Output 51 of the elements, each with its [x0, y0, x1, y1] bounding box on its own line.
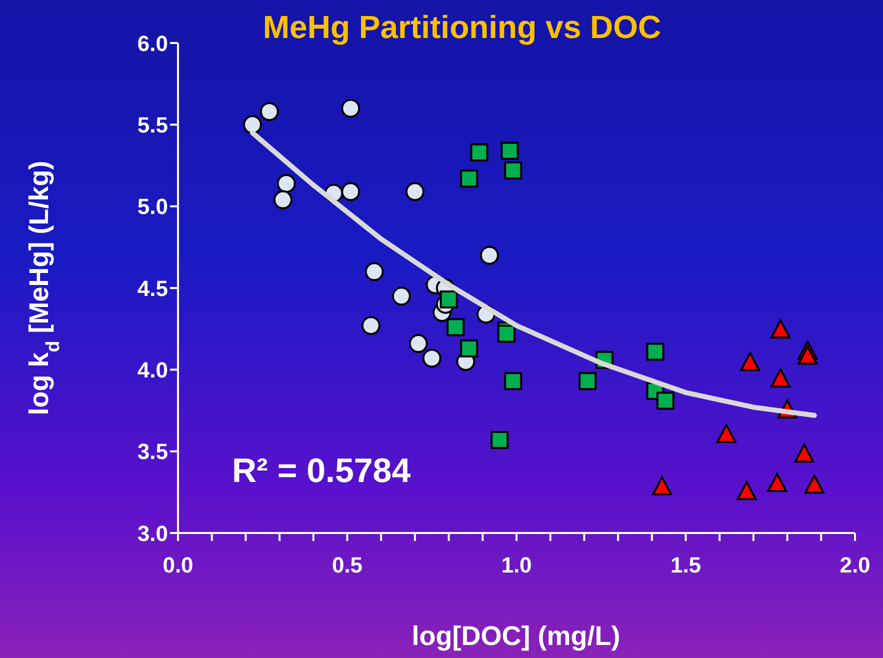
point [276, 174, 296, 193]
point [364, 262, 384, 282]
x-tick-label: 2.0 [840, 552, 870, 578]
point [341, 98, 360, 118]
point [767, 473, 788, 492]
point [408, 334, 428, 354]
point [422, 348, 442, 368]
point [460, 170, 478, 188]
point [716, 424, 736, 443]
y-tick-label: 5.0 [137, 194, 168, 220]
point [740, 352, 760, 372]
point [770, 368, 791, 388]
point [260, 102, 279, 122]
point [652, 476, 672, 496]
x-axis-title: log[DOC] (mg/L) [412, 621, 620, 651]
y-tick-label: 3.0 [137, 520, 168, 546]
point [736, 481, 757, 500]
x-tick-label: 1.0 [501, 552, 532, 578]
point [804, 474, 824, 494]
y-tick-label: 5.5 [137, 112, 168, 138]
point [504, 372, 522, 390]
point [794, 444, 814, 463]
point [480, 246, 499, 265]
x-tick-label: 0.5 [332, 552, 363, 578]
point [770, 319, 791, 338]
x-tick-label: 1.5 [670, 552, 702, 578]
point [405, 182, 424, 202]
point [656, 392, 674, 410]
y-tick-label: 3.5 [137, 439, 168, 464]
y-tick-label: 4.5 [137, 276, 168, 301]
point [470, 143, 488, 162]
chart-title: MeHg Partitioning vs DOC [262, 9, 662, 45]
x-tick-label: 0.0 [162, 552, 194, 578]
point [460, 339, 478, 358]
point [273, 190, 292, 210]
point [392, 286, 411, 306]
point [646, 342, 664, 361]
point [578, 372, 597, 390]
point [500, 142, 519, 160]
annotation: R² = 0.5784 [232, 452, 411, 490]
point [440, 290, 458, 308]
y-tick-label: 6.0 [137, 30, 168, 56]
point [242, 115, 262, 134]
point [446, 318, 465, 336]
point [361, 316, 380, 336]
y-tick-label: 4.0 [137, 357, 168, 382]
point [490, 430, 509, 449]
point [341, 182, 360, 202]
point [504, 161, 522, 180]
point [798, 346, 818, 365]
point [497, 324, 516, 343]
